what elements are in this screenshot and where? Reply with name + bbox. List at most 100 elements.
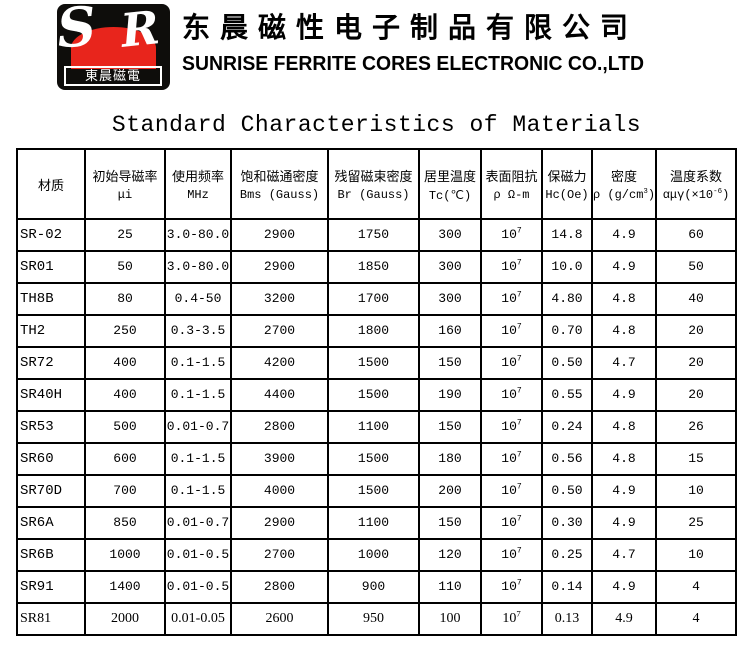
value-cell: 107 <box>480 314 543 348</box>
value-cell: 0.13 <box>541 602 593 636</box>
material-cell: SR60 <box>16 442 86 476</box>
value-cell: 1100 <box>327 410 420 444</box>
value-cell: 600 <box>84 442 166 476</box>
value-cell: 107 <box>480 570 543 604</box>
value-cell: 200 <box>418 474 482 508</box>
value-cell: 950 <box>327 602 420 636</box>
value-cell: 40 <box>655 282 737 316</box>
value-cell: 4 <box>655 570 737 604</box>
value-cell: 4.8 <box>591 314 657 348</box>
value-cell: 0.01-0.5 <box>164 538 232 572</box>
value-cell: 0.30 <box>541 506 593 540</box>
value-cell: 4.9 <box>591 506 657 540</box>
material-cell: SR40H <box>16 378 86 412</box>
column-header: 饱和磁通密度 Bms (Gauss) <box>230 148 329 220</box>
value-cell: 10.0 <box>541 250 593 284</box>
value-cell: 80 <box>84 282 166 316</box>
value-cell: 400 <box>84 378 166 412</box>
value-cell: 4.7 <box>591 346 657 380</box>
value-cell: 0.01-0.7 <box>164 506 232 540</box>
materials-table: 材质 初始导磁率 μi 使用频率 MHz 饱和磁通密度 Bms (Gauss) 残留磁束密度 B… <box>16 148 737 636</box>
value-cell: 110 <box>418 570 482 604</box>
value-cell: 0.14 <box>541 570 593 604</box>
value-cell: 2700 <box>230 538 329 572</box>
value-cell: 0.4-50 <box>164 282 232 316</box>
value-cell: 300 <box>418 218 482 252</box>
value-cell: 190 <box>418 378 482 412</box>
value-cell: 1500 <box>327 378 420 412</box>
value-cell: 0.1-1.5 <box>164 378 232 412</box>
value-cell: 160 <box>418 314 482 348</box>
table-row: SR6A 850 0.01-0.7 2900 1100 150 107 0.30 4.9 25 <box>16 506 737 540</box>
value-cell: 150 <box>418 346 482 380</box>
column-header: 初始导磁率 μi <box>84 148 166 220</box>
value-cell: 107 <box>480 250 543 284</box>
value-cell: 107 <box>480 442 543 476</box>
value-cell: 0.1-1.5 <box>164 346 232 380</box>
table-body: SR-02 25 3.0-80.0 2900 1750 300 107 14.8 4.9 60 SR… <box>16 218 737 636</box>
value-cell: 50 <box>655 250 737 284</box>
material-cell: SR81 <box>16 602 86 636</box>
value-cell: 4.9 <box>591 218 657 252</box>
material-cell: SR6A <box>16 506 86 540</box>
column-header: 使用频率 MHz <box>164 148 232 220</box>
value-cell: 4.8 <box>591 282 657 316</box>
value-cell: 4.80 <box>541 282 593 316</box>
table-row: SR53 500 0.01-0.7 2800 1100 150 107 0.24 4.8 26 <box>16 410 737 444</box>
value-cell: 1850 <box>327 250 420 284</box>
value-cell: 107 <box>480 474 543 508</box>
value-cell: 107 <box>480 602 543 636</box>
value-cell: 0.70 <box>541 314 593 348</box>
column-header: 温度系数 αμγ(×10-6) <box>655 148 737 220</box>
value-cell: 1700 <box>327 282 420 316</box>
company-name-block: 东晨磁性电子制品有限公司 SUNRISE FERRITE CORES ELECT… <box>182 6 742 76</box>
value-cell: 180 <box>418 442 482 476</box>
value-cell: 2900 <box>230 506 329 540</box>
value-cell: 0.1-1.5 <box>164 474 232 508</box>
value-cell: 1800 <box>327 314 420 348</box>
material-cell: TH8B <box>16 282 86 316</box>
value-cell: 10 <box>655 538 737 572</box>
material-cell: SR-02 <box>16 218 86 252</box>
logo-letter-s: S <box>54 0 99 61</box>
value-cell: 700 <box>84 474 166 508</box>
column-header: 表面阻抗 ρ Ω-m <box>480 148 543 220</box>
value-cell: 20 <box>655 378 737 412</box>
value-cell: 107 <box>480 218 543 252</box>
value-cell: 107 <box>480 410 543 444</box>
value-cell: 0.50 <box>541 474 593 508</box>
value-cell: 4200 <box>230 346 329 380</box>
table-row: SR60 600 0.1-1.5 3900 1500 180 107 0.56 4.8 15 <box>16 442 737 476</box>
value-cell: 3900 <box>230 442 329 476</box>
value-cell: 1400 <box>84 570 166 604</box>
value-cell: 14.8 <box>541 218 593 252</box>
material-cell: SR91 <box>16 570 86 604</box>
value-cell: 0.01-0.05 <box>164 602 232 636</box>
value-cell: 300 <box>418 282 482 316</box>
value-cell: 850 <box>84 506 166 540</box>
value-cell: 10 <box>655 474 737 508</box>
value-cell: 0.55 <box>541 378 593 412</box>
material-cell: SR6B <box>16 538 86 572</box>
table-row: SR70D 700 0.1-1.5 4000 1500 200 107 0.50 4.9 10 <box>16 474 737 508</box>
value-cell: 3.0-80.0 <box>164 218 232 252</box>
company-logo: S R 東晨磁電 <box>55 0 170 90</box>
value-cell: 0.24 <box>541 410 593 444</box>
value-cell: 0.50 <box>541 346 593 380</box>
value-cell: 25 <box>84 218 166 252</box>
table-row: TH2 250 0.3-3.5 2700 1800 160 107 0.70 4.8 20 <box>16 314 737 348</box>
column-header: 居里温度 Tc(℃) <box>418 148 482 220</box>
page-title: Standard Characteristics of Materials <box>111 112 642 138</box>
material-cell: TH2 <box>16 314 86 348</box>
value-cell: 4.8 <box>591 442 657 476</box>
material-cell: SR01 <box>16 250 86 284</box>
company-name-chinese: 东晨磁性电子制品有限公司 <box>182 13 639 44</box>
logo-caption: 東晨磁電 <box>64 66 162 86</box>
value-cell: 100 <box>418 602 482 636</box>
table-row: TH8B 80 0.4-50 3200 1700 300 107 4.80 4.8 40 <box>16 282 737 316</box>
value-cell: 15 <box>655 442 737 476</box>
value-cell: 2900 <box>230 250 329 284</box>
table-row: SR01 50 3.0-80.0 2900 1850 300 107 10.0 4.9 50 <box>16 250 737 284</box>
value-cell: 150 <box>418 410 482 444</box>
column-header: 材质 <box>16 148 86 220</box>
